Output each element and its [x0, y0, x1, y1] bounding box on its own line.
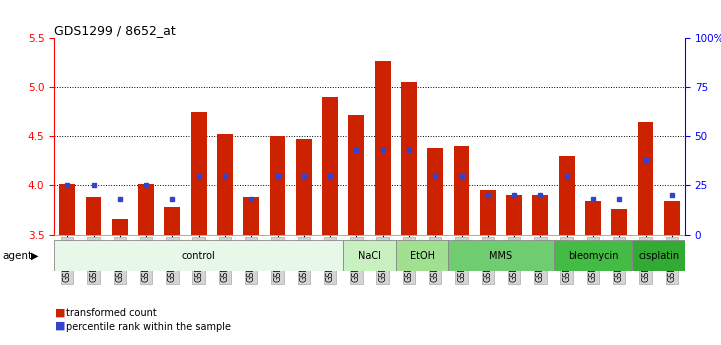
Bar: [448, 240, 554, 271]
Text: ■: ■: [55, 321, 66, 331]
Text: NaCl: NaCl: [358, 251, 381, 260]
Text: transformed count: transformed count: [66, 308, 157, 318]
Bar: [632, 240, 685, 271]
Bar: [454, 146, 469, 235]
Text: MMS: MMS: [490, 251, 513, 260]
Bar: [54, 240, 343, 271]
Bar: [559, 156, 575, 235]
Bar: [86, 197, 102, 235]
Text: GDS1299 / 8652_at: GDS1299 / 8652_at: [54, 24, 176, 37]
Text: ■: ■: [55, 307, 66, 317]
Bar: [112, 219, 128, 235]
Bar: [243, 197, 259, 235]
Bar: [343, 240, 396, 271]
Bar: [191, 112, 206, 235]
Bar: [637, 121, 653, 235]
Text: bleomycin: bleomycin: [567, 251, 618, 260]
Bar: [396, 240, 448, 271]
Bar: [138, 185, 154, 235]
Bar: [59, 185, 75, 235]
Bar: [348, 115, 364, 235]
Bar: [664, 201, 680, 235]
Bar: [164, 207, 180, 235]
Text: EtOH: EtOH: [410, 251, 435, 260]
Bar: [217, 134, 233, 235]
Bar: [533, 195, 548, 235]
Text: cisplatin: cisplatin: [638, 251, 679, 260]
Bar: [296, 139, 311, 235]
Bar: [428, 148, 443, 235]
Text: agent: agent: [2, 251, 32, 261]
Bar: [270, 136, 286, 235]
Bar: [611, 209, 627, 235]
Bar: [480, 190, 495, 235]
Text: ▶: ▶: [31, 251, 38, 261]
Bar: [375, 61, 391, 235]
Text: percentile rank within the sample: percentile rank within the sample: [66, 322, 231, 332]
Bar: [401, 82, 417, 235]
Bar: [322, 97, 338, 235]
Bar: [506, 195, 522, 235]
Bar: [585, 201, 601, 235]
Text: control: control: [182, 251, 216, 260]
Bar: [554, 240, 632, 271]
